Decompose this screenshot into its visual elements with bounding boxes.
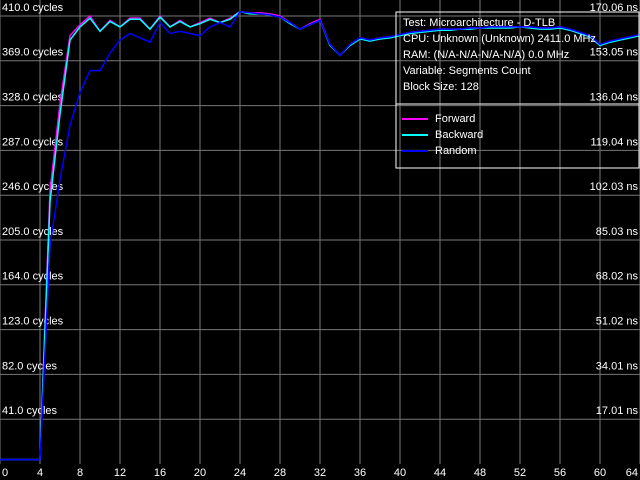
y2-tick-label: 153.05 ns — [590, 47, 639, 59]
y-tick-label: 41.0 cycles — [2, 405, 58, 417]
x-tick-label: 4 — [37, 467, 43, 479]
y2-tick-label: 34.01 ns — [596, 360, 639, 372]
x-tick-label: 52 — [514, 467, 526, 479]
info-text: CPU: Unknown (Unknown) 2411.0 MHz — [403, 33, 596, 45]
x-tick-label: 40 — [394, 467, 406, 479]
y-tick-label: 287.0 cycles — [2, 136, 64, 148]
y-tick-label: 205.0 cycles — [2, 226, 64, 238]
series-line — [0, 10, 640, 461]
x-tick-label: 28 — [274, 467, 286, 479]
x-tick-label: 56 — [554, 467, 566, 479]
y-tick-label: 164.0 cycles — [2, 271, 64, 283]
y-tick-label: 82.0 cycles — [2, 360, 58, 372]
y2-tick-label: 17.01 ns — [596, 405, 639, 417]
y2-tick-label: 102.03 ns — [590, 181, 639, 193]
y-tick-label: 246.0 cycles — [2, 181, 64, 193]
y2-tick-label: 119.04 ns — [590, 136, 638, 148]
x-tick-label: 60 — [594, 467, 606, 479]
x-tick-label: 12 — [114, 467, 126, 479]
x-tick-label: 24 — [234, 467, 246, 479]
x-tick-label: 48 — [474, 467, 486, 479]
x-tick-label: 16 — [154, 467, 166, 479]
info-text: RAM: (N/A-N/A-N/A-N/A) 0.0 MHz — [403, 49, 569, 61]
info-text: Test: Microarchitecture - D-TLB — [403, 17, 555, 29]
x-tick-label: 20 — [194, 467, 206, 479]
x-tick-label: 32 — [314, 467, 326, 479]
x-tick-label: 0 — [2, 467, 8, 479]
y2-tick-label: 51.02 ns — [596, 316, 639, 328]
y2-tick-label: 68.02 ns — [596, 271, 639, 283]
y-tick-label: 123.0 cycles — [2, 316, 64, 328]
x-tick-label: 64 — [626, 467, 638, 479]
legend-label: Forward — [435, 113, 475, 125]
y-tick-label: 328.0 cycles — [2, 92, 64, 104]
x-tick-label: 44 — [434, 467, 446, 479]
legend-label: Random — [435, 145, 477, 157]
x-tick-label: 8 — [77, 467, 83, 479]
y2-tick-label: 85.03 ns — [596, 226, 639, 238]
y-tick-label: 369.0 cycles — [2, 47, 64, 59]
info-text: Block Size: 128 — [403, 81, 479, 93]
info-text: Variable: Segments Count — [403, 65, 531, 77]
x-tick-label: 36 — [354, 467, 366, 479]
y2-tick-label: 170.06 ns — [590, 2, 639, 14]
y-tick-label: 410.0 cycles — [2, 2, 64, 14]
legend-label: Backward — [435, 129, 483, 141]
info-panel — [395, 11, 640, 169]
y2-tick-label: 136.04 ns — [590, 92, 639, 104]
